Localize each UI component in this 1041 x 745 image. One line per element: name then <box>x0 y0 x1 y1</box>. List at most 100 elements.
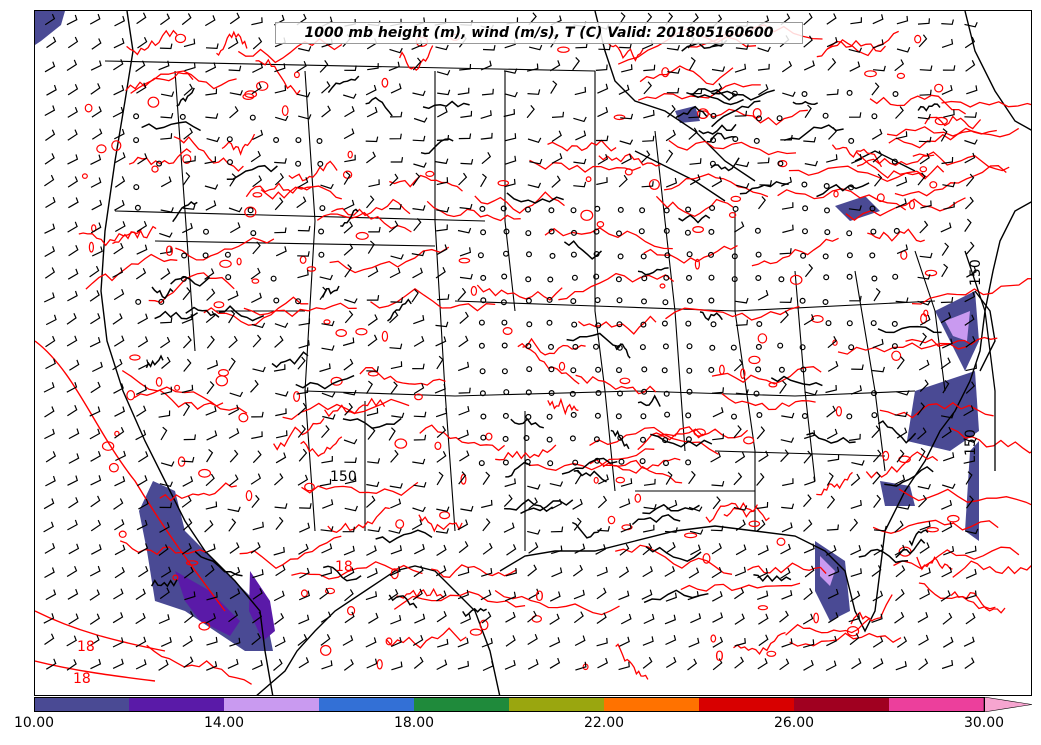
wind-barb <box>757 568 769 579</box>
calm-wind-circle <box>871 275 878 282</box>
wind-barb <box>205 613 217 624</box>
wind-barb <box>894 474 906 486</box>
wind-barb <box>89 589 100 601</box>
wind-barb <box>412 267 423 279</box>
temperature-contour <box>84 103 93 113</box>
wind-barb <box>551 153 563 164</box>
wind-barb <box>68 428 80 440</box>
wind-barb <box>964 196 974 210</box>
wind-barb <box>965 335 976 348</box>
temperature-contour <box>329 246 450 274</box>
wind-barb <box>206 136 220 143</box>
colorbar-segment <box>129 697 224 712</box>
temperature-contour <box>789 274 803 285</box>
temperature-contour <box>35 340 226 612</box>
height-contour <box>365 96 393 117</box>
wind-barb <box>735 297 749 304</box>
wind-barb <box>114 566 125 579</box>
calm-wind-circle <box>710 112 717 119</box>
calm-wind-circle <box>549 252 556 259</box>
calm-wind-circle <box>641 275 648 282</box>
wind-barb <box>851 658 862 670</box>
wind-barb <box>871 613 883 623</box>
wind-barb <box>919 314 931 326</box>
wind-barb <box>758 634 769 647</box>
wind-barb <box>575 661 587 671</box>
wind-barb <box>136 220 148 233</box>
temperature-contour <box>425 170 435 177</box>
wind-barb <box>826 89 839 96</box>
calm-wind-circle <box>870 390 877 397</box>
height-contour <box>917 103 941 112</box>
wind-barb <box>342 337 355 347</box>
temperature-contour <box>389 174 463 192</box>
wind-barb <box>825 660 837 672</box>
wind-barb <box>918 34 928 48</box>
calm-wind-circle <box>755 366 762 373</box>
height-contour <box>176 87 195 107</box>
colorbar-segment <box>794 697 889 712</box>
temperature-contour <box>639 65 734 86</box>
wind-barb <box>321 105 331 118</box>
temperature-contour <box>129 354 141 361</box>
wind-barb <box>366 366 379 372</box>
temperature-contour <box>469 628 483 636</box>
wind-barb <box>526 63 539 72</box>
temperature-contour <box>293 391 301 402</box>
calm-wind-circle <box>179 113 186 120</box>
wind-barb <box>549 481 564 487</box>
calm-wind-circle <box>617 206 624 213</box>
wind-barb <box>803 12 813 26</box>
wind-barb <box>941 242 950 256</box>
temperature-contour <box>174 384 181 391</box>
wind-barb <box>206 360 219 370</box>
wind-barb <box>160 386 173 395</box>
calm-wind-circle <box>616 321 623 328</box>
wind-barb <box>828 612 839 624</box>
temperature-contour-label: 0 <box>535 589 544 605</box>
temperature-contour <box>251 278 260 284</box>
wind-barb <box>734 587 745 600</box>
wind-barb <box>413 411 427 418</box>
wind-barb <box>919 542 930 554</box>
wind-barb <box>275 391 289 397</box>
calm-wind-circle <box>755 115 762 122</box>
calm-wind-circle <box>730 413 737 420</box>
wind-barb <box>756 519 766 532</box>
wind-barb <box>251 17 263 26</box>
wind-barb <box>595 64 608 71</box>
height-contour <box>792 100 818 105</box>
calm-wind-circle <box>525 297 532 304</box>
height-contour <box>711 100 761 128</box>
wind-barb <box>943 545 955 556</box>
wind-barb <box>943 109 955 118</box>
calm-wind-circle <box>777 160 784 167</box>
wind-barb <box>459 203 473 210</box>
calm-wind-circle <box>662 343 669 350</box>
wind-barb <box>919 89 932 96</box>
temperature-contour <box>175 237 275 261</box>
calm-wind-circle <box>502 412 509 419</box>
temperature-contour <box>846 626 860 637</box>
wind-barb <box>115 152 126 164</box>
wind-barb <box>115 221 126 233</box>
wind-barb <box>160 317 173 324</box>
wind-barb <box>229 566 241 578</box>
height-contour <box>388 594 418 609</box>
wind-barb <box>135 636 147 648</box>
temperature-contour <box>869 94 966 115</box>
wind-barb <box>781 412 795 419</box>
wind-barb <box>505 635 516 647</box>
wind-barb <box>667 68 681 74</box>
wind-barb <box>436 224 448 232</box>
wind-barb <box>894 59 905 72</box>
wind-barb <box>274 227 287 234</box>
temperature-contour <box>835 406 843 417</box>
wind-barb <box>551 567 563 578</box>
calm-wind-circle <box>870 228 877 235</box>
calm-wind-circle <box>709 205 716 212</box>
calm-wind-circle <box>778 366 785 373</box>
wind-barb <box>710 525 724 532</box>
height-contour <box>145 354 164 369</box>
wind-barb <box>228 474 239 487</box>
